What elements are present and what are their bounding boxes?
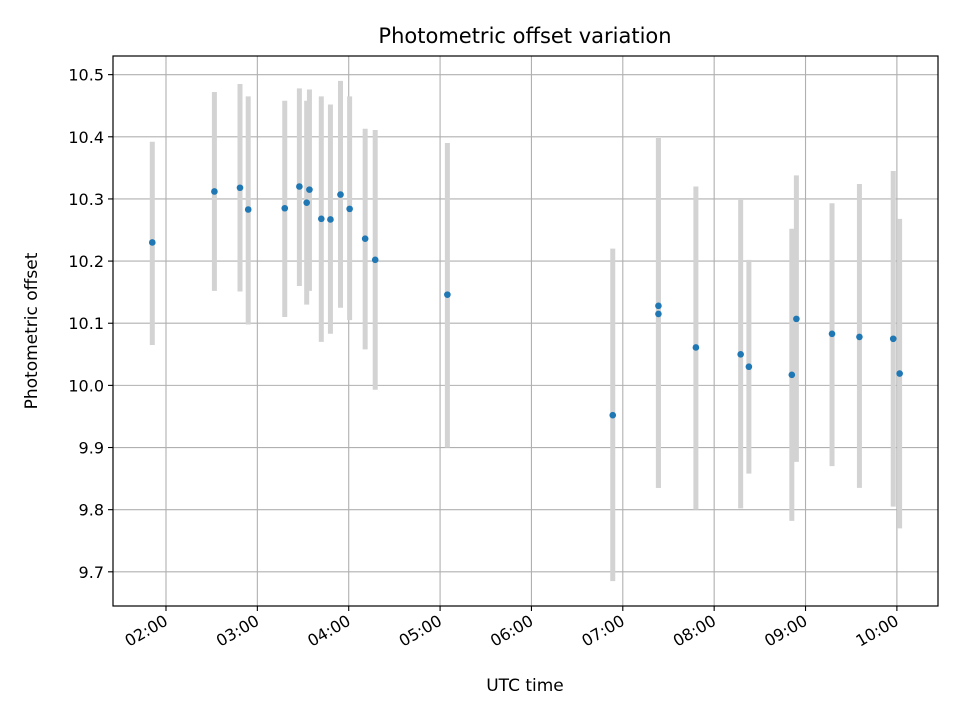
y-tick-label: 9.7 <box>79 563 104 582</box>
y-tick-label: 10.2 <box>68 252 104 271</box>
y-tick-label: 10.4 <box>68 128 104 147</box>
data-point <box>856 333 863 341</box>
data-points <box>148 183 903 419</box>
chart-title: Photometric offset variation <box>378 24 671 48</box>
data-point <box>788 371 796 379</box>
data-point <box>692 344 700 351</box>
y-tick-label: 10.5 <box>68 66 104 85</box>
data-point <box>318 215 325 223</box>
data-point <box>148 239 156 246</box>
data-point <box>655 302 662 310</box>
data-point <box>896 370 903 377</box>
data-point <box>828 330 836 338</box>
data-point <box>303 199 310 206</box>
data-point <box>793 315 800 323</box>
data-point <box>236 184 244 192</box>
y-tick-label: 9.9 <box>79 439 104 458</box>
data-point <box>281 204 289 212</box>
data-point <box>327 216 334 223</box>
y-axis: 9.7 9.8 9.9 10.0 10.1 10.2 10.3 10.4 10.5 <box>68 66 113 582</box>
y-tick-label: 9.8 <box>79 501 104 520</box>
data-point <box>337 191 344 198</box>
data-point <box>211 188 218 195</box>
data-point <box>346 205 353 213</box>
x-axis-title: UTC time <box>486 676 564 696</box>
y-tick-label: 10.3 <box>68 190 104 209</box>
data-point <box>655 310 662 318</box>
data-point <box>609 411 617 419</box>
plot-frame <box>112 55 939 607</box>
data-point <box>306 186 313 193</box>
grid <box>113 56 938 606</box>
data-point <box>737 351 744 358</box>
data-point <box>745 363 753 371</box>
data-point <box>444 291 451 298</box>
y-tick-label: 10.0 <box>68 376 104 395</box>
y-tick-label: 10.1 <box>68 314 104 333</box>
data-point <box>371 256 379 264</box>
data-point <box>244 206 252 213</box>
data-point <box>296 183 303 190</box>
data-point <box>889 335 897 343</box>
y-axis-title: Photometric offset <box>22 252 42 409</box>
data-point <box>361 235 369 243</box>
